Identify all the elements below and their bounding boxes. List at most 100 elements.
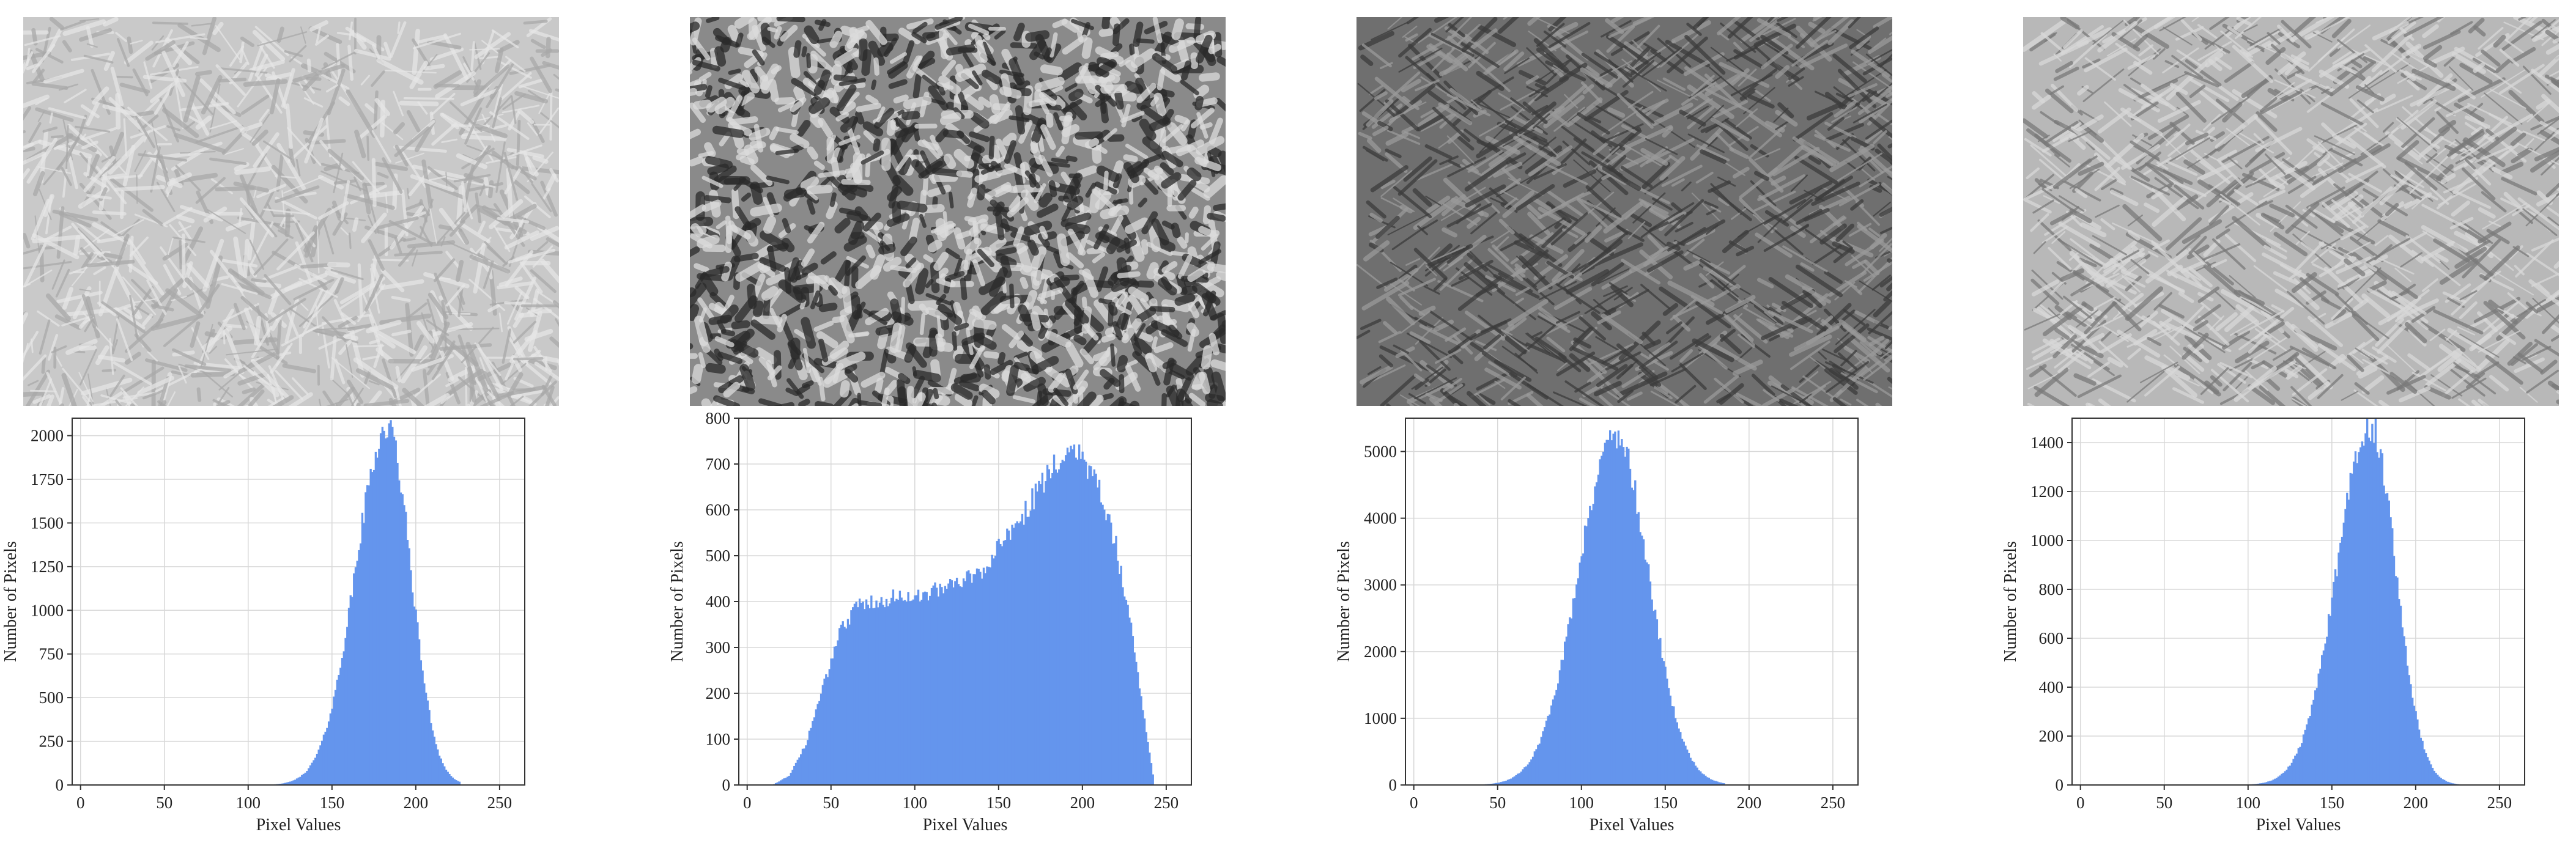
histogram-bars: [773, 444, 1154, 785]
histogram-bar: [2302, 734, 2305, 785]
histogram-bar: [2289, 765, 2292, 785]
histogram-bar: [873, 608, 876, 785]
y-tick-label: 300: [706, 638, 731, 657]
histogram-bar: [1024, 501, 1027, 785]
histogram-bar: [361, 512, 364, 785]
histogram-bar: [1676, 722, 1678, 785]
histogram-bar: [2274, 778, 2276, 785]
histogram-bar: [2416, 719, 2419, 785]
x-tick-label: 150: [1653, 794, 1678, 812]
histogram-bar: [1048, 469, 1051, 785]
histogram-bar: [1147, 742, 1149, 785]
histogram-bar: [1078, 444, 1081, 785]
x-axis-label: Pixel Values: [1590, 816, 1675, 834]
histogram-bar: [366, 485, 369, 785]
histogram-bar: [1711, 779, 1714, 785]
histogram-bar: [1510, 778, 1512, 785]
histogram-bar: [2295, 753, 2298, 785]
histogram-bar: [1667, 688, 1670, 785]
histogram-bar: [793, 765, 796, 785]
histogram-bar: [909, 601, 911, 785]
x-tick-label: 0: [743, 794, 752, 812]
histogram-bar: [327, 721, 330, 785]
histogram-bar: [1577, 578, 1580, 785]
histogram-bar: [326, 728, 328, 785]
histogram-bar: [1049, 478, 1052, 785]
histogram-bar: [342, 651, 345, 785]
histogram-bar: [2282, 772, 2285, 785]
histogram-bar: [1642, 539, 1645, 785]
histogram-bar: [2294, 755, 2297, 785]
histogram-bar: [780, 780, 782, 785]
histogram-bar: [1622, 447, 1625, 785]
histogram-bar: [962, 578, 965, 785]
histogram-bar: [2285, 769, 2288, 785]
histogram-bar: [1635, 514, 1638, 785]
histogram-bar: [840, 624, 843, 785]
histogram-bar: [867, 605, 870, 785]
histogram-bar: [1528, 762, 1531, 785]
histogram-bar: [889, 603, 891, 785]
microstructure-texture: [23, 17, 559, 406]
histogram-bar: [1123, 596, 1126, 785]
histogram-bar: [2437, 775, 2439, 785]
histogram-bar: [1721, 783, 1723, 785]
histogram-bar: [2364, 433, 2367, 785]
histogram-bar: [877, 607, 879, 785]
histogram-bar: [1657, 639, 1660, 785]
histogram-bar: [825, 674, 827, 785]
histogram-bar: [311, 762, 313, 785]
histogram-bar: [905, 602, 908, 785]
histogram-bar: [776, 782, 779, 785]
histogram-bar: [295, 778, 298, 785]
histogram-bar: [820, 693, 823, 785]
histogram-bar: [1630, 487, 1633, 785]
histogram-bar: [2351, 473, 2353, 785]
histogram-bar: [282, 783, 285, 785]
histogram-bar: [2383, 485, 2385, 785]
histogram-bar: [365, 492, 367, 785]
histogram-bar: [391, 427, 394, 785]
histogram-bar: [1607, 440, 1610, 785]
plot-frame: [72, 418, 525, 786]
histogram-bar: [1579, 562, 1582, 785]
histogram-bar: [1558, 670, 1561, 785]
histogram-bar: [1043, 492, 1045, 785]
histogram-bar: [1646, 562, 1648, 785]
histogram-bar: [2406, 665, 2409, 785]
histogram-bar: [1580, 556, 1583, 785]
histogram-bar: [2413, 705, 2416, 785]
histogram-bar: [781, 779, 784, 785]
histogram-bar: [1590, 510, 1593, 785]
histogram-bar: [1149, 752, 1151, 785]
histogram-bar: [1632, 490, 1635, 785]
x-tick-label: 200: [1737, 794, 1762, 812]
histogram-bar: [2438, 776, 2441, 785]
histogram-bar: [2337, 552, 2340, 785]
histogram-bar: [832, 658, 834, 785]
histogram-bar: [2263, 783, 2267, 785]
histogram-bar: [1098, 479, 1101, 785]
histogram-bar: [1544, 727, 1546, 785]
histogram-bar: [378, 448, 380, 785]
histogram-bar: [2391, 528, 2394, 785]
histogram-bar: [1597, 474, 1600, 785]
microstructure-image: [1356, 17, 1892, 406]
y-tick-label: 1200: [2030, 482, 2063, 501]
histogram-bar: [920, 599, 923, 785]
histogram-bar: [410, 570, 412, 785]
histogram-bar: [930, 588, 933, 785]
histogram-bar: [1113, 543, 1116, 785]
histogram-bar: [1152, 774, 1154, 785]
histogram-bar: [376, 457, 379, 785]
histogram-bar: [2418, 729, 2421, 785]
histogram-bar: [1535, 749, 1538, 785]
histogram-bar: [281, 783, 283, 785]
histogram-bar: [900, 597, 903, 785]
y-tick-label: 1250: [31, 558, 64, 576]
y-tick-label: 1000: [1364, 709, 1397, 728]
histogram-bar: [2344, 509, 2347, 785]
histogram-bar: [850, 610, 853, 785]
histogram-bar: [989, 567, 992, 785]
histogram-bar: [870, 595, 873, 785]
